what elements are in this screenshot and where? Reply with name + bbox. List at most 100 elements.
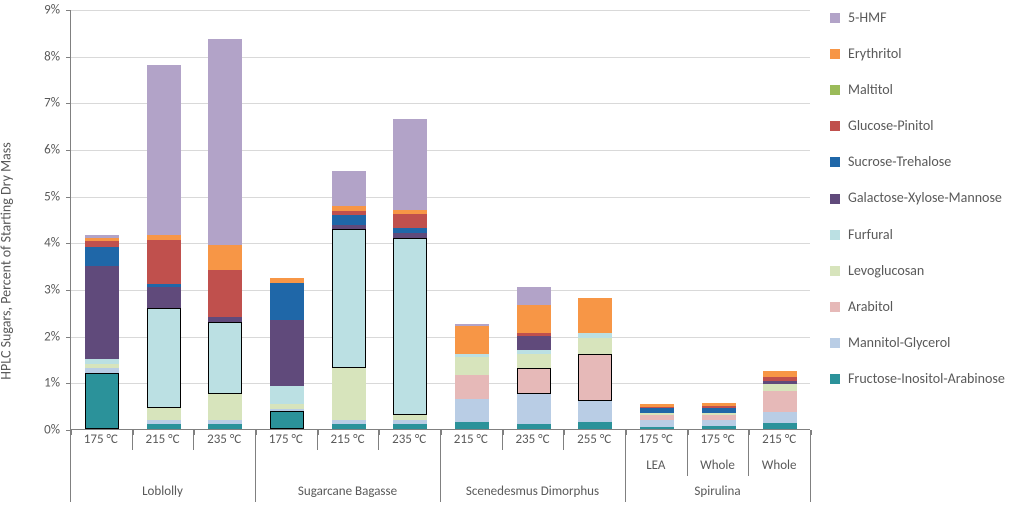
bar-segment [763,412,797,424]
y-tick-label: 0% [0,423,60,438]
x-sub-label: LEA [625,458,687,473]
bar-segment [517,305,551,333]
legend-swatch [830,374,840,384]
bar-segment [393,424,427,429]
bar-segment [270,320,304,385]
legend-label: Fructose-Inositol-Arabinose [848,371,1005,387]
bar-segment [517,394,551,424]
bar-segment [640,427,674,429]
bar-segment [578,401,612,422]
x-tick-label: 215 °C [440,432,502,447]
stacked-bar [85,235,119,429]
x-tick-label: 215 °C [317,432,379,447]
legend-swatch [830,338,840,348]
bar-segment [455,399,489,422]
legend-item: Maltitol [830,82,1020,98]
bar-segment [578,338,612,354]
bar-segment [578,354,612,401]
legend-label: Arabitol [848,299,893,315]
chart-container: HPLC Sugars, Percent of Starting Dry Mas… [0,0,1024,521]
legend-item: Furfural [830,227,1020,243]
stacked-bar [393,119,427,429]
x-tick-label: 215 °C [132,432,194,447]
x-sub-label: Whole [687,458,749,473]
x-group-label: Spirulina [625,484,810,499]
bar-segment [85,266,119,359]
bar-segment [147,240,181,284]
bar-segment [393,119,427,210]
bar-segment [455,422,489,429]
stacked-bar [270,278,304,429]
legend-label: Mannitol-Glycerol [848,335,950,351]
stacked-bar [208,39,242,429]
bar-segment [332,171,366,206]
x-group-label: Loblolly [70,484,255,499]
bar-segment [208,424,242,429]
y-tick-label: 2% [0,329,60,344]
bar-segment [332,368,366,419]
bar-segment [85,373,119,429]
legend-swatch [830,49,840,59]
stacked-bar [517,287,551,429]
stacked-bar [578,298,612,429]
bar-segment [208,39,242,244]
stacked-bar [702,403,736,429]
bar-segment [578,422,612,429]
stacked-bar [147,65,181,429]
x-sub-label: Whole [748,458,810,473]
y-tick-label: 1% [0,376,60,391]
bar-segment [270,411,304,429]
bar-segment [517,336,551,350]
bar-segment [147,65,181,235]
bar-segment [147,287,181,308]
bar-segment [578,298,612,333]
legend-swatch [830,85,840,95]
bar-segment [270,386,304,405]
legend-swatch [830,157,840,167]
x-tick-label: 175 °C [70,432,132,447]
bar-segment [332,215,366,224]
x-group-label: Sugarcane Bagasse [255,484,440,499]
legend-swatch [830,194,840,204]
bar-segment [332,229,366,368]
x-tick-label: 235 °C [193,432,255,447]
bar-segment [208,394,242,420]
bar-segment [763,423,797,429]
legend-swatch [830,266,840,276]
stacked-bar [332,171,366,429]
y-tick-label: 4% [0,236,60,251]
bar-segment [455,326,489,354]
bar-segment [517,368,551,394]
bars-layer [71,10,810,429]
legend-item: Erythritol [830,46,1020,62]
stacked-bar [455,324,489,429]
bar-segment [517,424,551,429]
legend-item: Mannitol-Glycerol [830,335,1020,351]
legend-label: Furfural [848,227,893,243]
legend-label: Glucose-Pinitol [848,118,933,134]
bar-segment [763,384,797,391]
legend-item: 5-HMF [830,10,1020,26]
bar-segment [332,424,366,429]
bar-segment [147,424,181,429]
bar-segment [208,270,242,317]
stacked-bar [640,404,674,429]
bar-segment [640,420,674,427]
x-tick-label: 175 °C [625,432,687,447]
y-tick-label: 6% [0,143,60,158]
legend-label: 5-HMF [848,10,887,26]
x-tick-label: 175 °C [255,432,317,447]
bar-segment [455,375,489,398]
legend-item: Glucose-Pinitol [830,118,1020,134]
x-tick-label: 255 °C [563,432,625,447]
y-tick-label: 3% [0,283,60,298]
x-tick-label: 235 °C [502,432,564,447]
bar-segment [208,245,242,271]
legend-label: Sucrose-Trehalose [848,154,951,170]
bar-segment [393,214,427,228]
legend: 5-HMF Erythritol Maltitol Glucose-Pinitol Su… [830,10,1020,407]
legend-label: Levoglucosan [848,263,924,279]
x-tick-label: 215 °C [748,432,810,447]
legend-item: Fructose-Inositol-Arabinose [830,371,1020,387]
legend-label: Galactose-Xylose-Mannose [848,190,1002,206]
